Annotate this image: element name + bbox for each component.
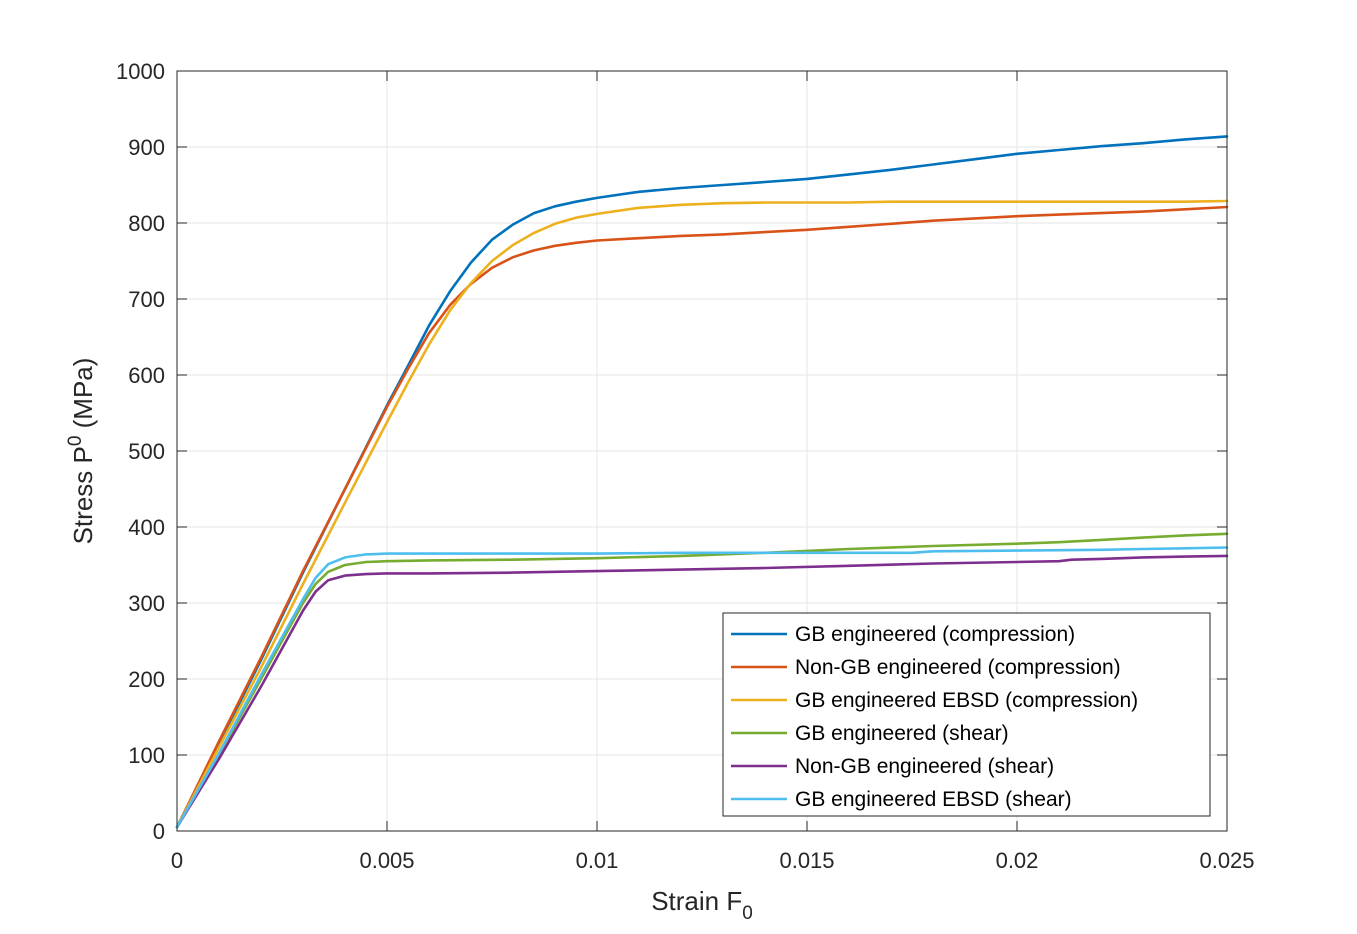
series-line-3	[175, 199, 1229, 829]
y-tick-label: 200	[128, 667, 165, 692]
tick-labels: 0 0.005 0.01 0.015 0.02 0.025 0 100 200 300 400 500…	[116, 59, 1254, 873]
y-tick-label: 900	[128, 135, 165, 160]
y-tick-label: 0	[153, 819, 165, 844]
x-tick-label: 0.01	[576, 848, 619, 873]
y-tick-label: 600	[128, 363, 165, 388]
series-line-4	[175, 532, 1229, 829]
series-line-5	[175, 554, 1229, 829]
y-tick-label: 100	[128, 743, 165, 768]
legend: GB engineered (compression) Non-GB engine…	[722, 612, 1211, 817]
x-tick-label: 0.02	[996, 848, 1039, 873]
y-tick-label: 800	[128, 211, 165, 236]
legend-label-3: GB engineered EBSD (compression)	[795, 689, 1138, 712]
series-lines	[175, 135, 1229, 829]
y-tick-label: 300	[128, 591, 165, 616]
legend-box	[722, 612, 1211, 817]
y-tick-label: 1000	[116, 59, 165, 84]
x-tick-label: 0	[171, 848, 183, 873]
legend-label-2: Non-GB engineered (compression)	[795, 656, 1121, 679]
y-tick-label: 400	[128, 515, 165, 540]
x-axis-title: Strain F0	[651, 886, 753, 924]
y-tick-label: 500	[128, 439, 165, 464]
legend-label-4: GB engineered (shear)	[795, 722, 1009, 745]
x-tick-label: 0.025	[1199, 848, 1254, 873]
x-tick-label: 0.005	[359, 848, 414, 873]
series-line-2	[175, 205, 1229, 829]
legend-label-1: GB engineered (compression)	[795, 623, 1075, 646]
y-axis-title: Stress P0 (MPa)	[65, 358, 98, 545]
series-line-6	[175, 546, 1229, 829]
legend-label-6: GB engineered EBSD (shear)	[795, 788, 1072, 811]
y-tick-label: 700	[128, 287, 165, 312]
legend-label-5: Non-GB engineered (shear)	[795, 755, 1054, 778]
x-tick-label: 0.015	[779, 848, 834, 873]
axis-ticks	[176, 70, 1228, 832]
